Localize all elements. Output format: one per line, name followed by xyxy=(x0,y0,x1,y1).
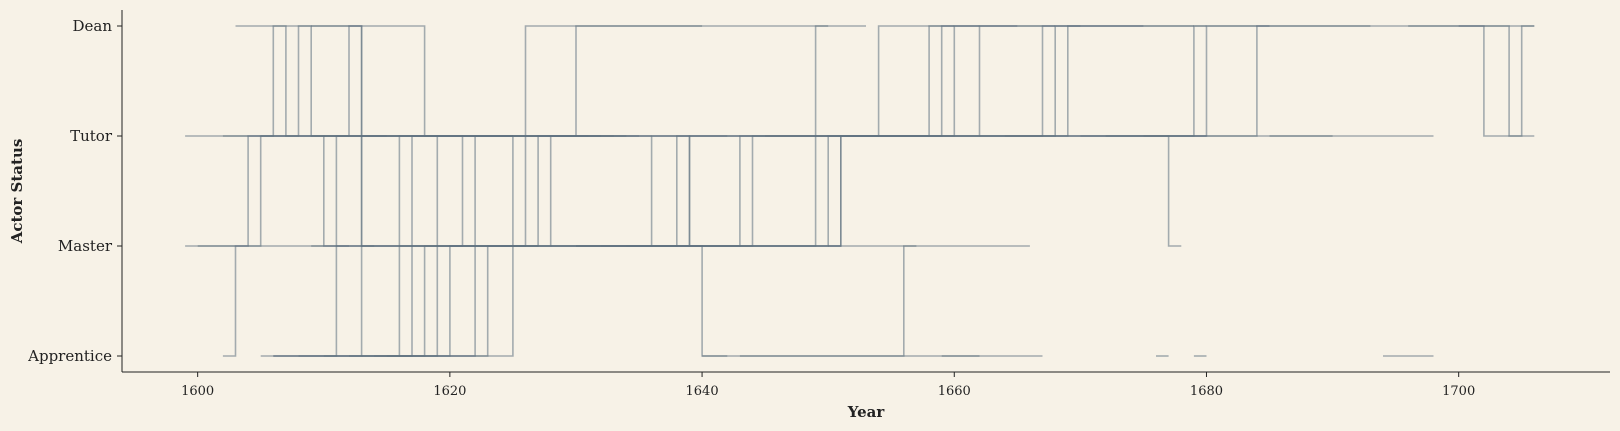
series-line xyxy=(1004,25,1207,137)
x-tick-label: 1660 xyxy=(938,384,971,399)
series-line xyxy=(828,25,1018,137)
x-tick-label: 1620 xyxy=(433,384,466,399)
series-line xyxy=(954,25,1144,137)
x-ticks: 1600 1620 1640 1660 1680 1700 xyxy=(181,372,1475,399)
series-line xyxy=(702,25,955,137)
series-line xyxy=(891,25,1081,137)
series-line xyxy=(323,135,854,247)
y-tick-label: Tutor xyxy=(70,127,113,145)
series-line xyxy=(222,25,513,137)
series-line xyxy=(374,25,829,137)
x-tick-label: 1700 xyxy=(1442,384,1475,399)
series-line xyxy=(185,25,375,137)
series-line xyxy=(1105,25,1371,137)
series-line xyxy=(1143,25,1535,137)
series-line xyxy=(311,135,589,247)
series-line xyxy=(765,25,980,137)
x-axis-title: Year xyxy=(847,403,886,421)
series-line xyxy=(702,245,917,357)
series-line xyxy=(197,135,362,247)
series-lines xyxy=(185,25,1535,357)
y-tick-label: Master xyxy=(58,237,113,255)
series-line xyxy=(576,245,728,357)
series-line xyxy=(1080,25,1270,137)
series-line xyxy=(222,245,375,357)
x-tick-label: 1680 xyxy=(1190,384,1223,399)
y-ticks: Apprentice Master Tutor Dean xyxy=(27,17,122,365)
series-line xyxy=(449,135,703,247)
series-line xyxy=(399,245,841,357)
series-line xyxy=(361,245,526,357)
series-line xyxy=(361,135,627,247)
series-line xyxy=(651,135,1333,247)
series-line xyxy=(349,25,703,137)
series-line xyxy=(1408,25,1535,137)
y-tick-label: Dean xyxy=(72,17,112,35)
x-tick-label: 1640 xyxy=(686,384,719,399)
y-axis-title: Actor Status xyxy=(8,139,26,245)
y-tick-label: Apprentice xyxy=(27,347,112,365)
series-line xyxy=(386,245,539,357)
series-line xyxy=(979,25,1194,137)
series-line xyxy=(576,135,955,247)
series-line xyxy=(626,135,1207,247)
series-line xyxy=(500,135,829,247)
series-line xyxy=(1080,135,1182,247)
series-line xyxy=(576,25,866,137)
x-tick-label: 1600 xyxy=(181,384,214,399)
series-line xyxy=(374,135,639,247)
series-line xyxy=(311,25,513,137)
series-line xyxy=(1458,25,1535,137)
series-line xyxy=(311,135,375,247)
series-line xyxy=(853,25,1056,137)
